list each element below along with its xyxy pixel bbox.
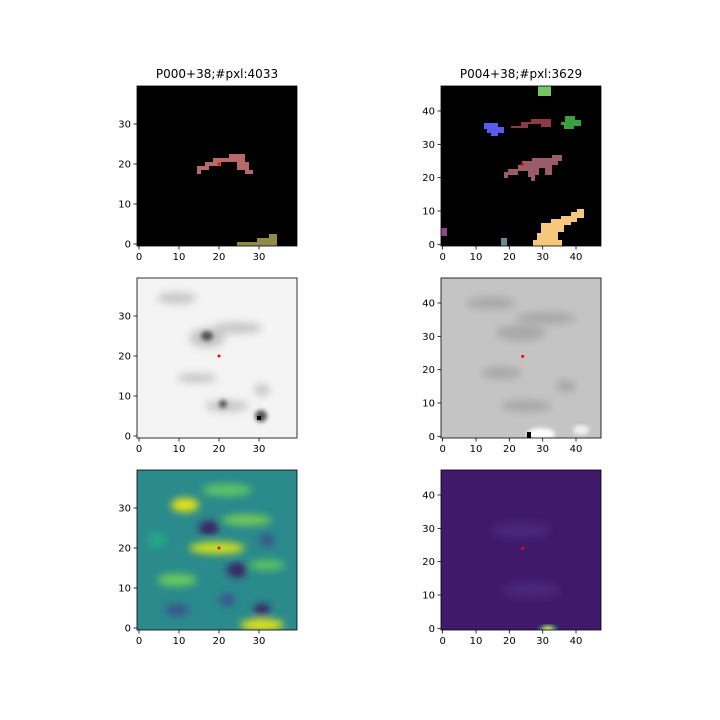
x-tick-label: 20	[213, 636, 226, 647]
image	[137, 470, 297, 630]
x-tick-label: 10	[173, 636, 186, 647]
x-tick-label: 10	[470, 444, 483, 455]
x-tick-label: 30	[536, 444, 549, 455]
y-tick-label: 0	[125, 432, 131, 443]
x-tick-label: 40	[570, 636, 583, 647]
marker-point	[217, 354, 221, 358]
y-tick-label: 10	[118, 392, 131, 403]
y-tick-label: 10	[118, 200, 131, 211]
image	[441, 86, 601, 246]
y-tick-label: 0	[125, 624, 131, 635]
image	[441, 470, 601, 630]
x-tick-label: 0	[439, 636, 445, 647]
y-tick-label: 20	[422, 557, 435, 568]
x-tick-label: 10	[173, 444, 186, 455]
y-tick-label: 30	[118, 312, 131, 323]
y-tick-label: 20	[118, 160, 131, 171]
y-tick-label: 10	[422, 399, 435, 410]
y-tick-label: 40	[422, 491, 435, 502]
x-tick-label: 20	[503, 252, 516, 263]
x-tick-label: 10	[173, 252, 186, 263]
y-tick-label: 0	[429, 432, 435, 443]
x-tick-label: 0	[439, 444, 445, 455]
y-tick-label: 40	[422, 299, 435, 310]
x-tick-label: 30	[253, 252, 266, 263]
x-tick-label: 30	[536, 252, 549, 263]
y-tick-label: 30	[422, 140, 435, 151]
y-tick-label: 30	[118, 504, 131, 515]
marker-point	[521, 162, 525, 166]
panel-title: P004+38;#pxl:3629	[460, 67, 582, 81]
x-tick-label: 0	[136, 636, 142, 647]
y-tick-label: 20	[118, 352, 131, 363]
marker-point	[521, 546, 525, 550]
x-tick-label: 10	[470, 636, 483, 647]
marker-point	[217, 546, 221, 550]
axes-frame	[440, 469, 602, 631]
y-tick-label: 0	[125, 240, 131, 251]
x-tick-label: 20	[503, 636, 516, 647]
image	[441, 278, 601, 438]
marker-point	[521, 354, 525, 358]
y-tick-label: 20	[422, 365, 435, 376]
x-tick-label: 0	[439, 252, 445, 263]
y-tick-label: 10	[422, 591, 435, 602]
x-tick-label: 0	[136, 252, 142, 263]
x-tick-label: 0	[136, 444, 142, 455]
x-tick-label: 20	[213, 444, 226, 455]
x-tick-label: 40	[570, 252, 583, 263]
marker-point	[217, 162, 221, 166]
image	[137, 86, 297, 246]
x-tick-label: 40	[570, 444, 583, 455]
image	[137, 278, 297, 438]
y-tick-label: 0	[429, 624, 435, 635]
y-tick-label: 10	[118, 584, 131, 595]
axes-frame	[440, 277, 602, 439]
y-tick-label: 30	[422, 524, 435, 535]
x-tick-label: 30	[253, 444, 266, 455]
axes-frame	[440, 85, 602, 247]
x-tick-label: 30	[253, 636, 266, 647]
y-tick-label: 40	[422, 107, 435, 118]
y-tick-label: 20	[118, 544, 131, 555]
x-tick-label: 20	[213, 252, 226, 263]
axes-frame	[136, 469, 298, 631]
panel-title: P000+38;#pxl:4033	[156, 67, 278, 81]
y-tick-label: 20	[422, 173, 435, 184]
y-tick-label: 0	[429, 240, 435, 251]
y-tick-label: 30	[118, 120, 131, 131]
y-tick-label: 30	[422, 332, 435, 343]
x-tick-label: 10	[470, 252, 483, 263]
y-tick-label: 10	[422, 207, 435, 218]
axes-frame	[136, 85, 298, 247]
x-tick-label: 30	[536, 636, 549, 647]
x-tick-label: 20	[503, 444, 516, 455]
axes-frame	[136, 277, 298, 439]
